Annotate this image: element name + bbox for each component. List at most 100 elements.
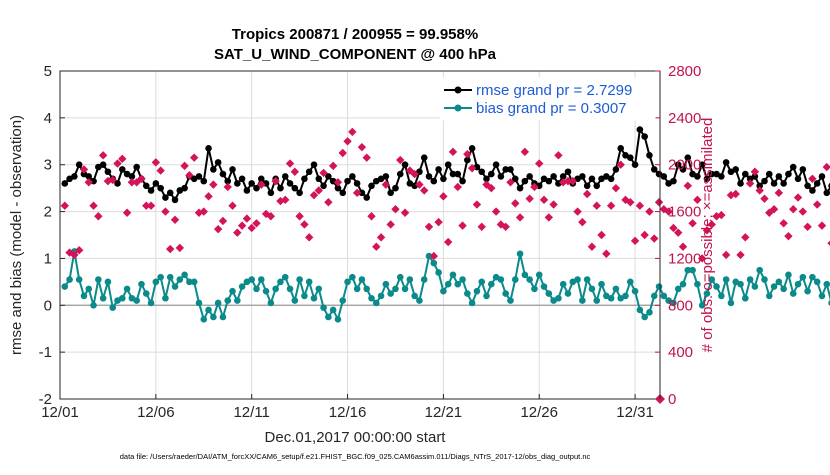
- bias-point: [315, 285, 323, 293]
- bias-point: [430, 259, 438, 267]
- y-right-tick-label: 2800: [668, 63, 701, 80]
- rmse-point: [430, 177, 438, 185]
- rmse-point: [684, 154, 692, 161]
- rmse-point: [789, 163, 797, 171]
- assimilated-point: [558, 178, 568, 187]
- assimilated-point: [372, 242, 381, 251]
- assimilated-point: [669, 223, 678, 233]
- bias-point: [205, 306, 212, 314]
- bias-point: [377, 292, 385, 300]
- assimilated-point: [185, 171, 194, 180]
- rmse-point: [147, 187, 155, 194]
- bias-point: [214, 299, 222, 307]
- assimilated-point: [630, 236, 640, 246]
- legend-bias-label: bias grand pr = 0.3007: [476, 100, 627, 117]
- y-left-tick-label: 5: [44, 63, 52, 80]
- rmse-point: [334, 184, 342, 192]
- assimilated-point: [520, 147, 530, 157]
- assimilated-point: [271, 176, 280, 186]
- bias-point: [588, 285, 596, 293]
- assimilated-point: [568, 176, 577, 186]
- rmse-point: [277, 184, 284, 192]
- rmse-point: [248, 180, 255, 187]
- rmse-point: [502, 166, 509, 173]
- bias-point: [718, 292, 725, 300]
- assimilated-point: [189, 153, 199, 162]
- assimilated-point: [760, 194, 769, 203]
- bias-point: [166, 273, 174, 281]
- bias-point: [464, 290, 471, 297]
- rmse-point: [742, 170, 749, 178]
- rmse-point: [636, 126, 644, 133]
- legend: rmse grand pr = 2.7299 bias grand pr = 0…: [439, 77, 656, 121]
- assimilated-point: [544, 213, 554, 222]
- rmse-point: [488, 170, 495, 178]
- bias-point: [210, 313, 217, 321]
- assimilated-point: [750, 167, 760, 176]
- bias-point: [454, 280, 462, 288]
- bias-point: [229, 287, 236, 295]
- assimilated-point: [774, 188, 784, 198]
- rmse-point: [128, 173, 136, 180]
- assimilated-point: [535, 159, 544, 168]
- assimilated-point: [817, 221, 827, 230]
- bias-point: [339, 297, 347, 304]
- assimilated-point: [539, 195, 549, 205]
- rmse-point: [71, 173, 78, 180]
- bias-point: [746, 276, 754, 283]
- rmse-point: [818, 173, 826, 180]
- rmse-point: [133, 163, 140, 171]
- rmse-point: [785, 170, 792, 178]
- assimilated-series: [60, 127, 830, 404]
- rmse-point: [61, 180, 69, 187]
- rmse-point: [521, 177, 529, 185]
- bias-point: [301, 292, 308, 300]
- rmse-point: [368, 182, 375, 190]
- rmse-point: [507, 166, 514, 173]
- assimilated-point: [381, 180, 391, 189]
- bias-point: [195, 299, 203, 307]
- bias-point: [641, 313, 648, 321]
- bias-point: [440, 287, 447, 295]
- bias-point: [574, 276, 581, 283]
- bias-point: [607, 294, 615, 302]
- assimilated-point: [616, 160, 625, 169]
- bias-point: [147, 299, 155, 307]
- assimilated-point: [396, 155, 405, 165]
- bias-point: [416, 297, 423, 304]
- bias-series: [61, 248, 830, 323]
- assimilated-point: [467, 164, 477, 173]
- rmse-point: [104, 168, 112, 176]
- bias-point: [190, 278, 198, 286]
- assimilated-point: [731, 189, 740, 199]
- rmse-point: [593, 182, 601, 190]
- bias-point: [684, 266, 692, 274]
- bias-point: [502, 290, 509, 297]
- rmse-point: [358, 189, 366, 197]
- y-left-tick-label: 4: [44, 110, 52, 127]
- bias-point: [142, 290, 150, 297]
- rmse-point: [526, 173, 533, 180]
- bias-point: [238, 283, 246, 290]
- assimilated-point: [578, 217, 587, 227]
- y-right-tick-label: 800: [668, 297, 693, 314]
- bias-point: [200, 316, 208, 323]
- assimilated-point: [285, 159, 295, 168]
- assimilated-point: [309, 190, 319, 200]
- bias-point: [813, 278, 821, 286]
- x-tick-label: 12/01: [41, 404, 79, 421]
- rmse-point: [492, 161, 500, 169]
- bias-point: [291, 297, 299, 304]
- rmse-point: [229, 166, 236, 173]
- bias-point: [511, 276, 519, 283]
- rmse-point: [238, 175, 246, 183]
- bias-point: [157, 273, 164, 281]
- bias-point: [425, 252, 433, 260]
- assimilated-point: [707, 220, 716, 229]
- assimilated-point: [491, 207, 501, 216]
- bias-point: [631, 287, 639, 295]
- bias-point: [526, 276, 533, 283]
- assimilated-point: [233, 228, 242, 237]
- y-left-tick-label: 2: [44, 204, 52, 221]
- bias-point: [119, 294, 126, 302]
